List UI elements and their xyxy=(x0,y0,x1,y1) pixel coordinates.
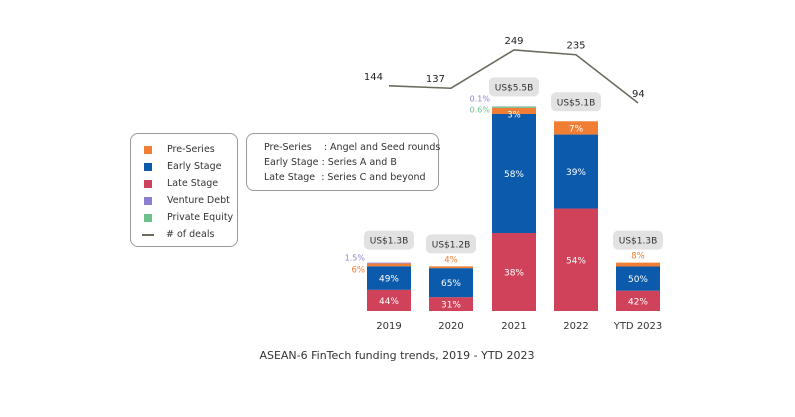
total-label: US$5.1B xyxy=(557,98,596,108)
deals-label: 249 xyxy=(504,36,523,47)
data-label: 7% xyxy=(569,124,584,134)
data-label: 31% xyxy=(441,301,461,311)
bar-segment-early-stage xyxy=(367,266,411,290)
legend-label: Late Stage xyxy=(167,178,219,189)
data-label: 58% xyxy=(504,170,524,180)
bar-segment-pre-series xyxy=(429,266,473,269)
x-tick-label: 2021 xyxy=(501,321,526,332)
data-label: 8% xyxy=(631,252,645,262)
legend-item-late-stage: Late Stage xyxy=(144,178,218,189)
data-label: 6% xyxy=(352,266,366,276)
bar-segment-private-equity xyxy=(492,106,536,108)
legend-label: Early Stage xyxy=(167,161,222,172)
deals-label: 144 xyxy=(364,72,383,83)
bar-segment-late-stage xyxy=(429,297,473,311)
legend-swatch xyxy=(144,145,152,154)
x-tick-label: YTD 2023 xyxy=(613,321,663,332)
deals-line xyxy=(388,49,639,104)
total-pill xyxy=(426,234,476,254)
bar-segment-pre-series xyxy=(554,121,598,135)
legend: Pre-Series Early Stage Late Stage Ventur… xyxy=(130,133,238,247)
total-label: US$5.5B xyxy=(495,83,534,93)
definition-pre-series: Pre-Series : Angel and Seed rounds xyxy=(264,142,441,153)
x-tick-label: 2019 xyxy=(376,321,401,332)
bar-segment-pre-series xyxy=(616,262,660,267)
legend-item-pre-series: Pre-Series xyxy=(144,144,215,155)
bar-segment-early-stage xyxy=(492,113,536,234)
bar-segment-late-stage xyxy=(367,289,411,311)
legend-swatch xyxy=(144,162,152,171)
legend-swatch xyxy=(144,196,152,205)
data-label: 54% xyxy=(566,256,586,266)
legend-item-venture-debt: Venture Debt xyxy=(144,195,230,206)
legend-swatch xyxy=(144,179,152,188)
total-label: US$1.3B xyxy=(370,237,409,247)
data-label: 49% xyxy=(379,275,399,285)
total-pill xyxy=(613,230,663,250)
bar-segment-pre-series xyxy=(367,263,411,267)
data-label: 1.5% xyxy=(345,254,366,263)
total-label: US$1.3B xyxy=(619,237,658,247)
definition-late-stage: Late Stage : Series C and beyond xyxy=(264,172,426,183)
legend-line-swatch xyxy=(142,233,154,236)
total-pill xyxy=(489,77,539,97)
bar-segment-early-stage xyxy=(616,266,660,291)
legend-label: Pre-Series xyxy=(167,144,215,155)
bar-segment-venture-debt xyxy=(367,262,411,264)
data-label: 38% xyxy=(504,269,524,279)
x-tick-label: 2022 xyxy=(563,321,588,332)
deals-label: 235 xyxy=(566,41,585,52)
deals-label: 137 xyxy=(426,74,445,85)
data-label: 39% xyxy=(566,168,586,178)
stage-definitions: Pre-Series : Angel and Seed rounds Early… xyxy=(246,133,441,191)
bar-segment-late-stage xyxy=(616,290,660,311)
data-label: 44% xyxy=(379,297,399,307)
deals-label: 94 xyxy=(632,89,645,100)
legend-label: Private Equity xyxy=(167,212,234,223)
legend-label: # of deals xyxy=(166,229,215,240)
x-tick-label: 2020 xyxy=(438,321,463,332)
legend-label: Venture Debt xyxy=(167,195,230,206)
definition-early-stage: Early Stage : Series A and B xyxy=(264,157,397,168)
data-label: 3% xyxy=(507,110,521,120)
total-label: US$1.2B xyxy=(432,240,471,250)
data-label: 0.6% xyxy=(470,105,491,114)
bar-segment-late-stage xyxy=(492,233,536,311)
bar-segment-pre-series xyxy=(492,107,536,114)
legend-item-private-equity: Private Equity xyxy=(144,212,233,223)
legend-item-deals: # of deals xyxy=(142,229,215,240)
bar-segment-early-stage xyxy=(429,268,473,298)
data-label: 65% xyxy=(441,279,461,289)
bar-segment-early-stage xyxy=(554,134,598,209)
data-label: 0.1% xyxy=(470,94,491,103)
data-label: 50% xyxy=(628,275,648,285)
legend-swatch xyxy=(144,213,152,222)
total-pill xyxy=(551,92,601,112)
data-label: 42% xyxy=(628,297,648,307)
data-label: 4% xyxy=(444,255,458,265)
legend-item-early-stage: Early Stage xyxy=(144,161,221,172)
total-pill xyxy=(364,230,414,250)
bar-segment-late-stage xyxy=(554,208,598,311)
chart-title: ASEAN-6 FinTech funding trends, 2019 - Y… xyxy=(259,349,534,362)
